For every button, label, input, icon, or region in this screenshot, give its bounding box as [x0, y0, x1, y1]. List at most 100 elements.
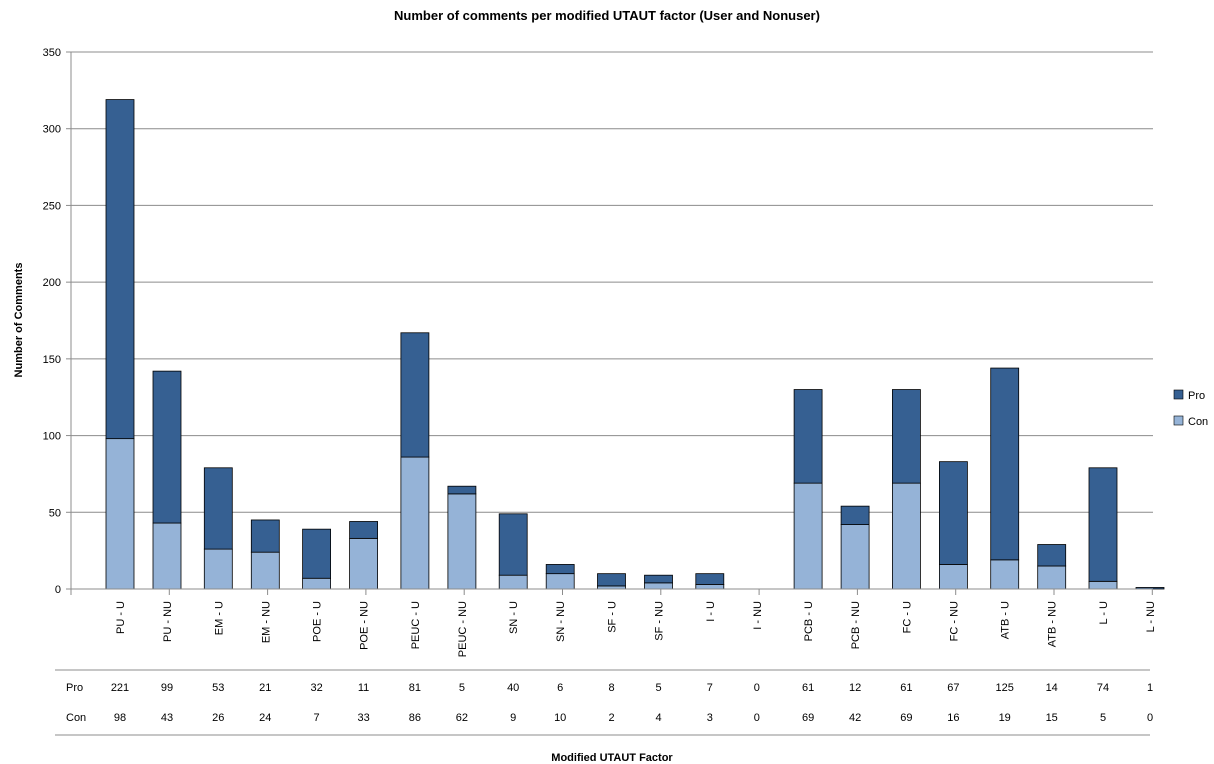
- category-label: SF - U: [607, 601, 619, 633]
- table-cell: 6: [557, 682, 563, 694]
- category-label: EM - U: [213, 601, 225, 635]
- category-label: PU - U: [115, 601, 127, 634]
- bar-pro: [545, 564, 575, 575]
- bar-pro: [939, 461, 968, 565]
- category-label: PCB - U: [803, 601, 815, 641]
- bar-pro: [1088, 467, 1118, 582]
- bar-con: [1088, 580, 1118, 590]
- table-cell: 40: [507, 682, 519, 694]
- table-row-label: Con: [66, 712, 86, 724]
- y-axis-ticks: 0 50 100 150 200 250 300 350: [43, 47, 71, 596]
- y-tick-label: 200: [43, 277, 61, 289]
- bar-con: [990, 559, 1020, 590]
- table-cell: 74: [1097, 682, 1109, 694]
- table-cell: 42: [849, 712, 861, 724]
- category-label: ATB - NU: [1047, 601, 1059, 647]
- table-row-label: Pro: [66, 682, 83, 694]
- category-label: SF - NU: [654, 601, 666, 641]
- category-label: L - U: [1098, 601, 1110, 624]
- table-cell: 16: [947, 712, 959, 724]
- bar-con: [203, 548, 233, 590]
- bar-con: [892, 482, 921, 590]
- category-label: SN - U: [508, 601, 520, 634]
- bar-pro: [302, 528, 332, 579]
- table-cell: 99: [161, 682, 173, 694]
- table-cell: 0: [1147, 712, 1153, 724]
- bar-con: [1037, 565, 1067, 590]
- table-cell: 69: [900, 712, 912, 724]
- table-cell: 61: [802, 682, 814, 694]
- table-cell: 8: [608, 682, 614, 694]
- bar-con: [349, 537, 379, 590]
- table-cell: 4: [655, 712, 661, 724]
- bar-pro: [644, 574, 673, 584]
- table-cell: 14: [1046, 682, 1058, 694]
- category-label: POE - NU: [359, 601, 371, 650]
- category-label: I - U: [705, 601, 717, 622]
- y-tick-label: 150: [43, 354, 61, 366]
- table-cell: 0: [754, 682, 760, 694]
- bar-pro: [840, 505, 870, 525]
- category-label: POE - U: [312, 601, 324, 642]
- table-cell: 81: [409, 682, 421, 694]
- bar-con: [939, 564, 968, 590]
- table-cell: 1: [1147, 682, 1153, 694]
- table-cell: 24: [259, 712, 271, 724]
- bar-pro: [447, 485, 477, 495]
- bar-con: [250, 551, 280, 590]
- table-cell: 21: [259, 682, 271, 694]
- table-cell: 5: [1100, 712, 1106, 724]
- data-table: Pro 221 99 53 21 32 11 81 5 40 6 8 5 7 0 61 12 61 67 125 14 7…: [55, 669, 1153, 736]
- category-label: I - NU: [752, 601, 764, 630]
- table-cell: 62: [456, 712, 468, 724]
- table-cell: 43: [161, 712, 173, 724]
- table-cell: 5: [459, 682, 465, 694]
- table-cell: 53: [212, 682, 224, 694]
- bar-con: [793, 482, 823, 590]
- table-cell: 7: [314, 712, 320, 724]
- y-tick-label: 100: [43, 431, 61, 443]
- category-label: PU - NU: [162, 601, 174, 642]
- bar-pro: [498, 513, 528, 576]
- y-tick-label: 300: [43, 124, 61, 136]
- table-cell: 0: [754, 712, 760, 724]
- table-cell: 2: [608, 712, 614, 724]
- table-cell: 11: [358, 682, 369, 694]
- bar-pro: [1037, 544, 1067, 567]
- category-label: PEUC - NU: [457, 601, 469, 657]
- category-labels: PU - U PU - NU EM - U EM - NU POE - U POE - N…: [115, 601, 1157, 657]
- y-tick-label: 0: [55, 584, 61, 596]
- bars: [105, 99, 1165, 590]
- table-cell: 33: [357, 712, 369, 724]
- bar-con: [498, 574, 528, 590]
- legend-label: Pro: [1188, 390, 1205, 402]
- legend-swatch: [1173, 415, 1184, 426]
- bar-pro: [400, 332, 430, 458]
- category-label: PEUC - U: [410, 601, 422, 649]
- category-label: EM - NU: [260, 601, 272, 643]
- bar-pro: [105, 99, 135, 440]
- table-cell: 15: [1046, 712, 1058, 724]
- x-axis-title: Modified UTAUT Factor: [551, 752, 673, 764]
- chart-title: Number of comments per modified UTAUT fa…: [394, 8, 820, 23]
- table-cell: 5: [655, 682, 661, 694]
- y-tick-label: 250: [43, 200, 61, 212]
- bar-con: [695, 583, 725, 590]
- bar-pro: [250, 519, 280, 553]
- table-cell: 32: [310, 682, 322, 694]
- table-cell: 3: [707, 712, 713, 724]
- table-cell: 12: [849, 682, 861, 694]
- table-cell: 86: [409, 712, 421, 724]
- table-cell: 19: [999, 712, 1011, 724]
- category-label: PCB - NU: [850, 601, 862, 649]
- table-cell: 221: [111, 682, 129, 694]
- table-cell: 9: [510, 712, 516, 724]
- y-axis-title: Number of Comments: [13, 263, 25, 378]
- table-cell: 26: [212, 712, 224, 724]
- table-cell: 69: [802, 712, 814, 724]
- bar-con: [840, 524, 870, 590]
- legend-label: Con: [1188, 416, 1208, 428]
- category-label: SN - NU: [555, 601, 567, 642]
- bar-pro: [892, 389, 921, 484]
- table-cell: 125: [996, 682, 1014, 694]
